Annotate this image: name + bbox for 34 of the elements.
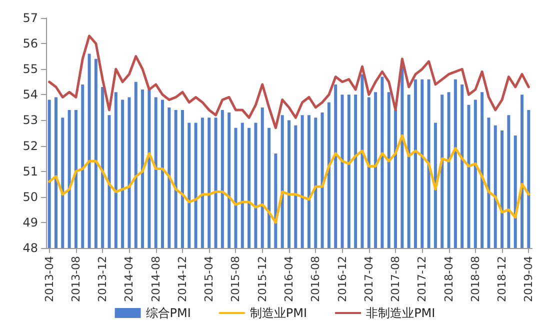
- y-tick-label: 57: [22, 11, 38, 25]
- x-tick-label: 2014-12: [176, 256, 189, 302]
- line-series: [48, 134, 530, 224]
- x-tick-label: 2015-12: [256, 256, 269, 302]
- y-tick-label: 56: [22, 36, 38, 51]
- y-tick-label: 52: [22, 138, 38, 153]
- legend-label: 综合PMI: [146, 306, 191, 320]
- y-tick-label: 50: [22, 190, 38, 204]
- legend-label: 制造业PMI: [250, 306, 308, 320]
- x-tick-label: 2013-04: [42, 256, 56, 302]
- x-tick-label: 2015-08: [229, 256, 242, 302]
- x-tick-label: 2013-12: [96, 256, 110, 302]
- x-tick-label: 2016-08: [309, 256, 322, 302]
- y-tick-label: 54: [22, 88, 38, 102]
- line-series: [48, 34, 530, 130]
- y-tick-label: 53: [22, 113, 38, 128]
- x-tick-label: 2018-08: [468, 256, 482, 302]
- x-tick-label: 2017-12: [416, 256, 429, 302]
- x-tick-label: 2014-08: [149, 256, 162, 302]
- x-tick-label: 2017-04: [362, 256, 376, 302]
- y-tick-label: 48: [22, 241, 38, 255]
- x-tick-label: 2018-04: [442, 256, 456, 302]
- x-tick-label: 2016-12: [336, 256, 349, 302]
- x-tick-label: 2019-04: [522, 256, 536, 302]
- x-tick-label: 2015-04: [202, 256, 216, 302]
- y-tick-label: 49: [22, 215, 38, 230]
- legend-label: 非制造业PMI: [366, 306, 436, 320]
- y-tick-label: 55: [22, 62, 38, 76]
- x-tick-label: 2014-04: [122, 256, 136, 302]
- x-tick-label: 2018-12: [496, 256, 509, 302]
- x-tick-label: 2017-08: [389, 256, 402, 302]
- y-tick-label: 51: [22, 164, 38, 178]
- x-tick-label: 2013-08: [69, 256, 82, 302]
- x-tick-label: 2016-04: [282, 256, 296, 302]
